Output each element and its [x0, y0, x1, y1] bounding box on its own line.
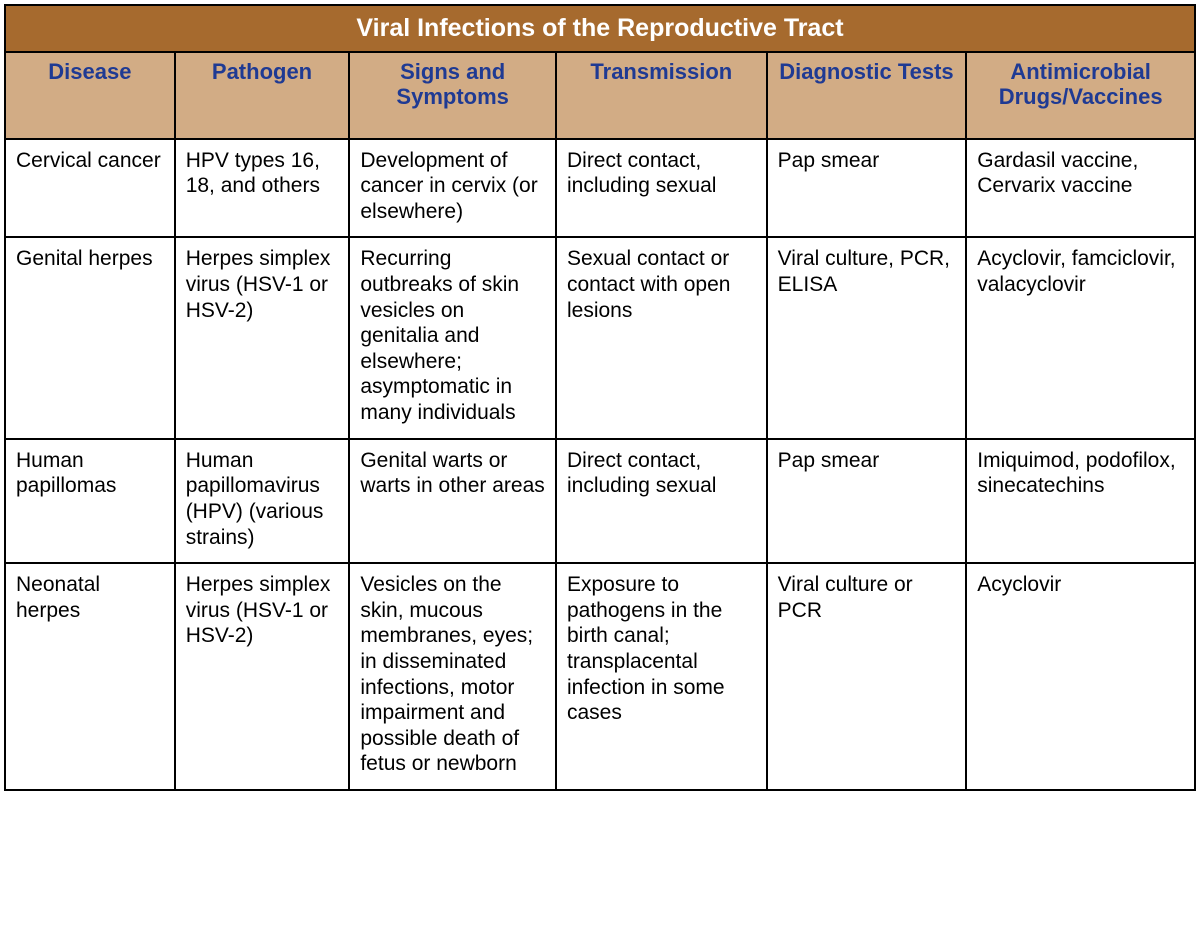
- table-title: Viral Infections of the Reproductive Tra…: [5, 5, 1195, 52]
- cell-pathogen: Herpes simplex virus (HSV-1 or HSV-2): [175, 563, 350, 790]
- cell-tests: Viral culture, PCR, ELISA: [767, 237, 967, 438]
- header-tests: Diagnostic Tests: [767, 52, 967, 139]
- header-transmission: Transmission: [556, 52, 767, 139]
- cell-drugs: Acyclovir, famciclovir, valacyclovir: [966, 237, 1195, 438]
- cell-disease: Cervical cancer: [5, 139, 175, 238]
- table-row: Human papillomas Human papilloma­virus (…: [5, 439, 1195, 563]
- cell-disease: Genital herpes: [5, 237, 175, 438]
- header-drugs: Antimicrobial Drugs/Vaccines: [966, 52, 1195, 139]
- cell-symptoms: Recurring outbreaks of skin vesicles on …: [349, 237, 556, 438]
- cell-transmission: Exposure to pathogens in the birth canal…: [556, 563, 767, 790]
- header-pathogen: Pathogen: [175, 52, 350, 139]
- cell-drugs: Gardasil vaccine, Cervarix vaccine: [966, 139, 1195, 238]
- cell-symptoms: Vesicles on the skin, mucous membranes, …: [349, 563, 556, 790]
- table-row: Cervical cancer HPV types 16, 18, and ot…: [5, 139, 1195, 238]
- cell-disease: Human papillomas: [5, 439, 175, 563]
- cell-tests: Pap smear: [767, 139, 967, 238]
- cell-pathogen: Herpes simplex virus (HSV-1 or HSV-2): [175, 237, 350, 438]
- cell-transmission: Direct contact, including sexual: [556, 139, 767, 238]
- cell-pathogen: Human papilloma­virus (HPV) (various str…: [175, 439, 350, 563]
- data-table: Viral Infections of the Reproductive Tra…: [4, 4, 1196, 791]
- cell-disease: Neonatal herpes: [5, 563, 175, 790]
- cell-tests: Pap smear: [767, 439, 967, 563]
- table-row: Neonatal herpes Herpes simplex virus (HS…: [5, 563, 1195, 790]
- header-symptoms: Signs and Symptoms: [349, 52, 556, 139]
- header-row: Disease Pathogen Signs and Symptoms Tran…: [5, 52, 1195, 139]
- cell-transmission: Direct contact, including sexual: [556, 439, 767, 563]
- header-disease: Disease: [5, 52, 175, 139]
- cell-drugs: Acyclovir: [966, 563, 1195, 790]
- cell-transmission: Sexual contact or contact with open lesi…: [556, 237, 767, 438]
- cell-symptoms: Genital warts or warts in other areas: [349, 439, 556, 563]
- cell-tests: Viral culture or PCR: [767, 563, 967, 790]
- title-row: Viral Infections of the Reproductive Tra…: [5, 5, 1195, 52]
- viral-infections-table: Viral Infections of the Reproductive Tra…: [4, 4, 1196, 791]
- cell-symptoms: Development of cancer in cervix (or else…: [349, 139, 556, 238]
- table-row: Genital herpes Herpes simplex virus (HSV…: [5, 237, 1195, 438]
- cell-pathogen: HPV types 16, 18, and others: [175, 139, 350, 238]
- cell-drugs: Imiquimod, podofilox, sinecatechins: [966, 439, 1195, 563]
